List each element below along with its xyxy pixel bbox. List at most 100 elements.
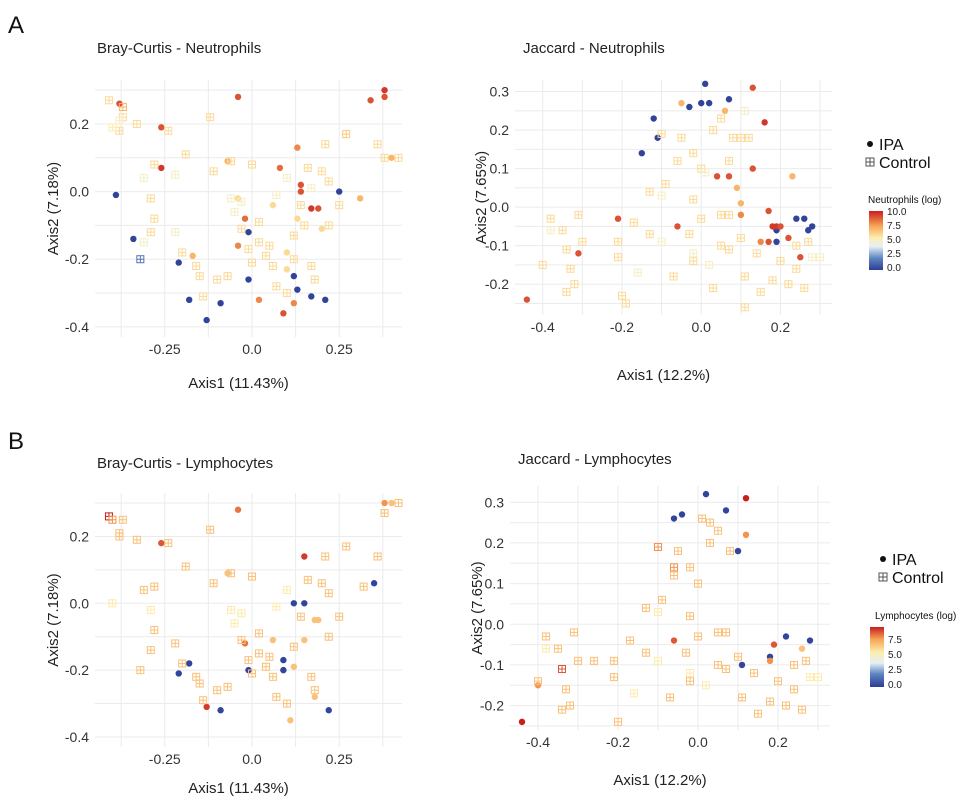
ipa-point [793,215,800,222]
y-tick-label: -0.1 [485,238,509,254]
ipa-point [742,531,750,538]
control-point [752,249,761,258]
ipa-point [356,195,364,202]
control-point [380,153,389,162]
control-point [164,539,173,548]
control-point [150,214,159,223]
panel-letter-a: A [8,12,24,39]
y-tick-label: 0.1 [485,576,505,592]
control-point [237,197,246,206]
y-tick-label: -0.4 [65,729,89,745]
control-point [673,156,682,165]
control-point [265,652,274,661]
ipa-point [518,718,526,726]
ipa-point [523,296,531,303]
ipa-point [367,97,374,104]
control-point [566,264,575,273]
chart-title: Bray-Curtis - Lymphocytes [97,455,273,472]
control-point [244,656,253,665]
control-point [261,251,270,260]
control-point [724,156,733,165]
legend-control-marker [865,157,875,167]
ipa-point [301,553,308,560]
control-point [178,659,187,668]
control-point [230,207,239,216]
legend-b: IPA Control Lymphocytes (log) 7.5 5.0 2.… [870,552,956,691]
control-point [782,701,790,710]
control-point [244,245,253,254]
scatter-panel: -0.4 -0.2 0.0 0.2 0.3 0.2 0.1 0.0 -0.1 -0.2 Jaccar… [469,451,830,789]
ipa-point [381,86,388,94]
control-point [808,253,817,262]
ipa-point [805,227,812,234]
control-point [324,589,333,598]
ipa-point [234,506,242,513]
control-point [766,697,774,706]
control-point [686,677,694,686]
control-point [689,249,698,258]
control-point [150,626,159,635]
ipa-point [798,645,806,652]
control-point [237,224,246,233]
x-tick-label: 0.0 [688,734,708,750]
x-tick-label: -0.2 [606,734,630,750]
ipa-point [280,656,287,664]
control-point [806,673,814,682]
control-point [657,237,666,246]
control-point [610,673,618,682]
ipa-point [158,539,165,547]
control-point [171,639,180,648]
control-point [199,696,208,705]
ipa-point [290,299,298,307]
ipa-point [650,115,657,122]
control-point [816,253,825,262]
ipa-point [217,707,224,714]
ipa-point [185,660,193,667]
control-point [802,656,810,665]
control-point [272,692,281,701]
ipa-point [217,299,224,307]
control-point [247,669,256,678]
control-point [590,656,598,665]
ipa-point [808,223,816,230]
ipa-point [749,84,756,91]
control-point [132,119,141,128]
control-point [317,167,326,176]
control-point [261,662,270,671]
control-point [108,599,117,608]
control-point [717,241,726,250]
ipa-point [678,99,685,107]
control-point [654,656,662,665]
control-point [324,177,333,186]
ipa-point [698,99,705,107]
control-point [722,665,730,673]
control-point [223,682,232,691]
control-point [538,260,547,269]
control-point [633,268,642,277]
control-point [724,210,733,219]
control-point [630,689,638,698]
control-point [300,221,309,230]
colorbar-b-tick: 5.0 [888,650,902,661]
control-point [614,253,623,262]
ipa-point [761,119,768,126]
control-point [558,226,567,235]
legend-ipa-marker [880,556,886,562]
control-point [677,133,686,142]
control-point [108,515,117,524]
control-point [265,241,274,250]
control-point [670,563,678,572]
control-point [132,535,141,544]
control-point [227,605,236,614]
control-point [574,656,582,665]
ipa-point [757,238,764,246]
x-tick-label: 0.2 [768,734,788,750]
control-point [792,241,801,250]
ipa-point [370,580,378,587]
control-point [307,184,316,193]
control-point [542,632,550,641]
control-point [171,228,180,237]
ipa-point [269,201,277,209]
control-point [118,515,127,524]
control-point [227,157,236,166]
